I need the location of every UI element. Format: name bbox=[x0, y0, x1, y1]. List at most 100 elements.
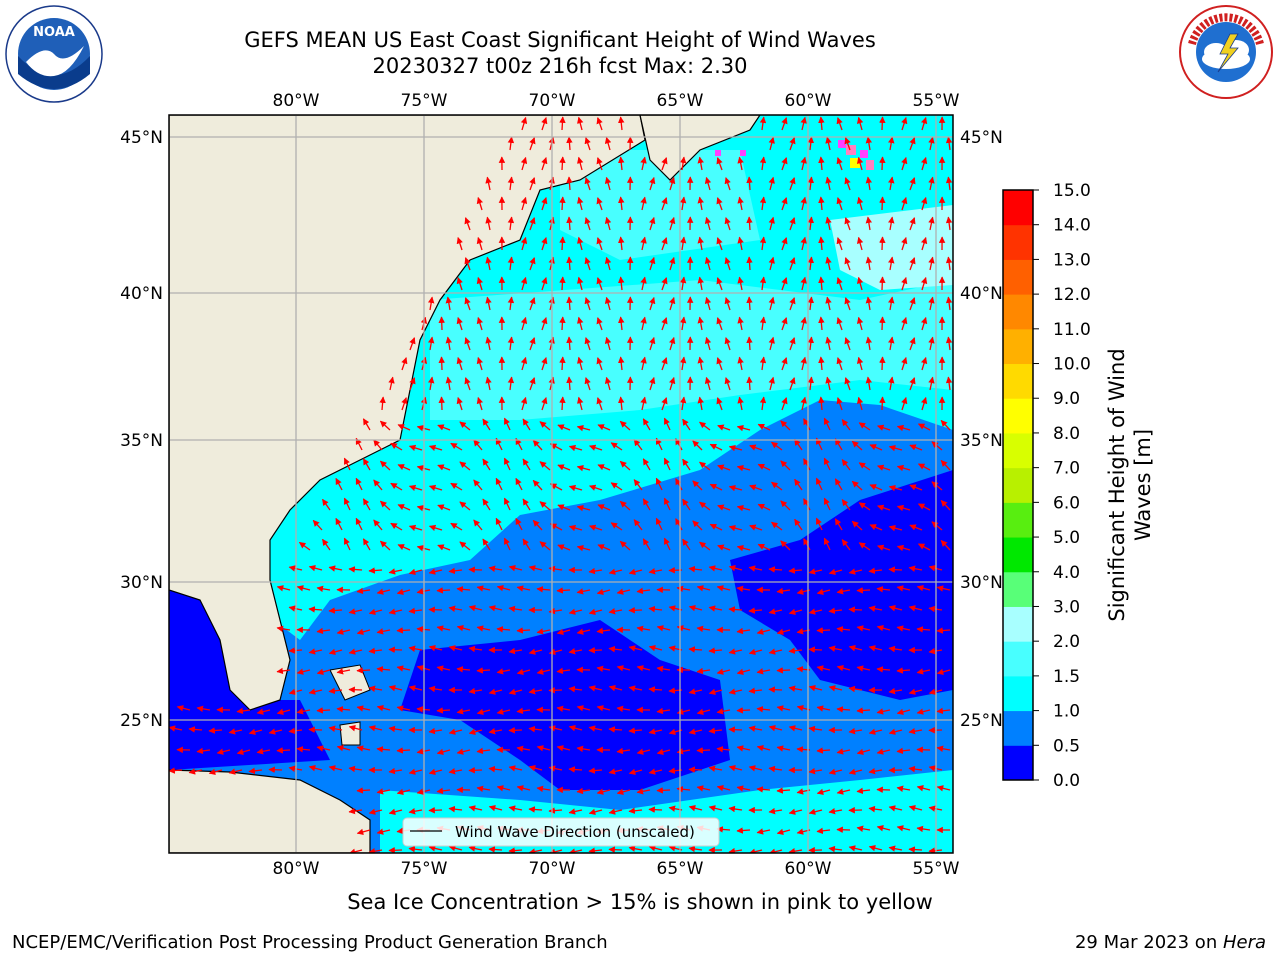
wave-direction-arrow bbox=[556, 745, 571, 752]
wave-direction-arrow bbox=[704, 176, 712, 191]
wave-direction-arrow bbox=[800, 196, 807, 211]
wave-direction-arrow bbox=[848, 606, 863, 613]
wave-direction-arrow bbox=[532, 439, 543, 451]
wave-direction-arrow bbox=[818, 116, 825, 131]
wave-direction-arrow bbox=[759, 236, 767, 251]
wave-direction-arrow bbox=[588, 767, 603, 774]
wave-direction-arrow bbox=[807, 136, 815, 151]
wave-direction-arrow bbox=[708, 605, 723, 612]
wave-direction-arrow bbox=[825, 336, 832, 351]
wave-direction-arrow bbox=[879, 396, 886, 411]
wave-direction-arrow bbox=[388, 376, 395, 391]
wave-direction-arrow bbox=[589, 484, 603, 491]
wave-direction-arrow bbox=[669, 216, 676, 231]
lon-label-top: 65°W bbox=[657, 91, 704, 111]
wave-direction-arrow bbox=[876, 825, 891, 832]
wave-direction-arrow bbox=[628, 727, 643, 734]
wave-direction-arrow bbox=[428, 845, 443, 852]
wave-direction-arrow bbox=[617, 156, 625, 171]
wave-direction-arrow bbox=[507, 296, 515, 311]
wave-direction-arrow bbox=[825, 296, 832, 311]
wave-direction-arrow bbox=[679, 236, 687, 251]
wave-direction-arrow bbox=[931, 521, 943, 531]
wave-direction-arrow bbox=[539, 421, 551, 431]
wave-direction-arrow bbox=[749, 484, 763, 491]
wave-direction-arrow bbox=[808, 685, 823, 692]
wave-direction-arrow bbox=[896, 747, 911, 755]
wave-direction-arrow bbox=[661, 357, 668, 371]
wave-direction-arrow bbox=[848, 645, 863, 652]
wave-direction-arrow bbox=[708, 647, 723, 654]
wave-direction-arrow bbox=[522, 458, 531, 471]
wave-direction-arrow bbox=[596, 665, 611, 673]
wave-direction-arrow bbox=[749, 524, 763, 531]
wave-direction-arrow bbox=[596, 627, 611, 635]
wave-direction-arrow bbox=[356, 628, 371, 635]
wave-direction-arrow bbox=[566, 336, 573, 351]
wave-direction-arrow bbox=[617, 396, 625, 411]
wave-direction-arrow bbox=[476, 316, 483, 331]
wave-direction-arrow bbox=[800, 156, 807, 171]
wave-direction-arrow bbox=[428, 484, 443, 492]
wave-direction-arrow bbox=[276, 708, 291, 715]
wave-direction-arrow bbox=[716, 668, 731, 675]
wave-direction-arrow bbox=[768, 176, 775, 191]
wave-direction-arrow bbox=[520, 356, 528, 371]
wave-direction-arrow bbox=[343, 497, 351, 511]
wave-direction-arrow bbox=[737, 356, 744, 371]
wave-direction-arrow bbox=[858, 502, 871, 511]
wave-direction-arrow bbox=[482, 498, 491, 511]
wave-direction-arrow bbox=[908, 565, 923, 572]
wave-direction-arrow bbox=[312, 519, 323, 531]
wave-direction-arrow bbox=[879, 196, 886, 211]
wave-direction-arrow bbox=[876, 625, 891, 632]
wave-direction-arrow bbox=[858, 542, 871, 551]
wave-direction-arrow bbox=[768, 256, 775, 271]
wave-direction-arrow bbox=[896, 708, 911, 715]
wave-direction-arrow bbox=[879, 116, 886, 131]
colorbar-segment bbox=[1003, 467, 1033, 503]
wave-direction-arrow bbox=[633, 519, 643, 531]
wave-direction-arrow bbox=[724, 377, 731, 391]
wave-direction-arrow bbox=[818, 316, 825, 331]
wave-direction-arrow bbox=[608, 808, 623, 815]
wave-direction-arrow bbox=[464, 377, 471, 391]
wave-direction-arrow bbox=[640, 196, 647, 211]
wave-direction-arrow bbox=[917, 503, 931, 511]
wave-direction-arrow bbox=[308, 648, 323, 655]
wave-direction-arrow bbox=[437, 504, 451, 511]
wave-direction-arrow bbox=[807, 336, 815, 351]
wave-direction-arrow bbox=[541, 397, 548, 411]
wave-direction-arrow bbox=[828, 607, 843, 614]
wave-direction-arrow bbox=[456, 666, 471, 673]
wave-direction-arrow bbox=[520, 156, 528, 171]
wave-direction-arrow bbox=[768, 376, 775, 391]
wave-direction-arrow bbox=[188, 768, 203, 775]
wave-direction-arrow bbox=[396, 627, 411, 634]
wave-direction-arrow bbox=[608, 608, 623, 615]
wave-direction-arrow bbox=[916, 825, 931, 833]
wave-direction-arrow bbox=[776, 745, 791, 752]
wave-direction-arrow bbox=[532, 519, 543, 531]
wave-direction-arrow bbox=[597, 544, 611, 551]
wave-direction-arrow bbox=[661, 397, 668, 411]
wave-direction-arrow bbox=[316, 585, 331, 593]
wave-direction-arrow bbox=[716, 357, 723, 371]
wave-direction-arrow bbox=[508, 847, 523, 853]
wave-direction-arrow bbox=[879, 356, 886, 371]
wave-direction-arrow bbox=[917, 423, 931, 431]
land-mass bbox=[639, 115, 761, 181]
wave-direction-arrow bbox=[409, 337, 416, 351]
wave-direction-arrow bbox=[688, 565, 703, 573]
wave-direction-arrow bbox=[936, 745, 951, 752]
wave-direction-arrow bbox=[800, 316, 807, 331]
wave-direction-arrow bbox=[901, 357, 908, 371]
wave-direction-arrow bbox=[539, 461, 551, 471]
wave-direction-arrow bbox=[920, 236, 928, 251]
wave-direction-arrow bbox=[336, 706, 351, 713]
wave-direction-arrow bbox=[459, 541, 471, 551]
wave-direction-arrow bbox=[856, 396, 864, 411]
wave-direction-arrow bbox=[688, 605, 703, 612]
colorbar-tick-label: 1.5 bbox=[1053, 667, 1080, 687]
wave-direction-arrow bbox=[865, 136, 873, 151]
